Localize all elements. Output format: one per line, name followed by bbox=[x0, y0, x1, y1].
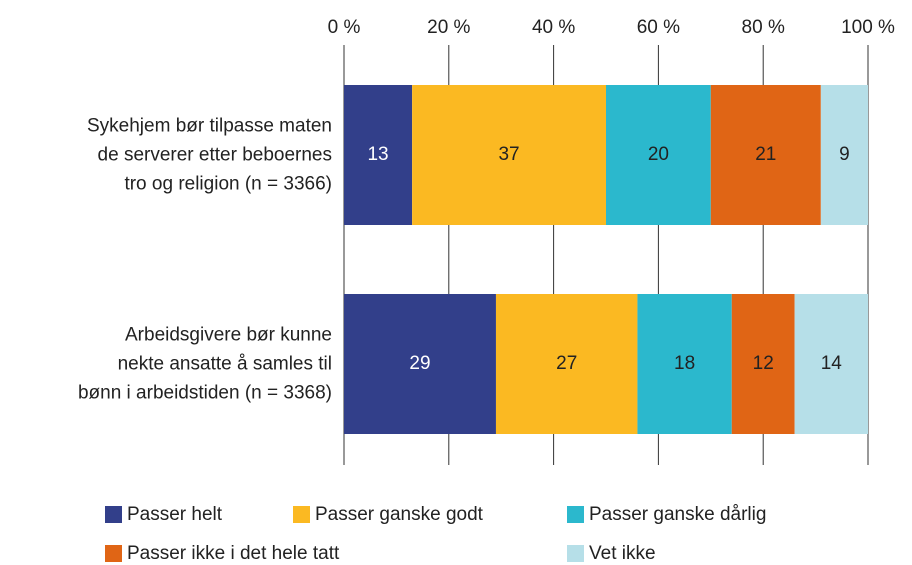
x-tick-label: 60 % bbox=[637, 17, 680, 38]
data-label: 37 bbox=[498, 144, 519, 165]
data-label: 20 bbox=[648, 144, 669, 165]
bar-segment bbox=[794, 294, 868, 434]
bar-segment bbox=[606, 85, 711, 225]
category-label: Sykehjem bør tilpasse maten de serverer … bbox=[87, 115, 332, 195]
x-tick-label: 80 % bbox=[742, 17, 785, 38]
bar-segment bbox=[495, 294, 638, 434]
legend-swatch bbox=[105, 545, 122, 562]
legend-swatch bbox=[293, 506, 310, 523]
bar-segment bbox=[344, 294, 496, 434]
legend-label: Passer ganske dårlig bbox=[589, 504, 766, 525]
legend-label: Passer helt bbox=[127, 504, 223, 525]
data-label: 14 bbox=[821, 353, 843, 374]
bar-segment bbox=[731, 294, 795, 434]
bar-segment bbox=[710, 85, 821, 225]
bar-segment bbox=[820, 85, 868, 225]
legend-label: Vet ikke bbox=[589, 543, 656, 564]
x-tick-label: 100 % bbox=[841, 17, 895, 38]
data-label: 29 bbox=[409, 353, 430, 374]
legend-label: Passer ganske godt bbox=[315, 504, 484, 525]
category-label: Arbeidsgivere bør kunne nekte ansatte å … bbox=[77, 324, 332, 404]
x-tick-label: 40 % bbox=[532, 17, 575, 38]
data-label: 21 bbox=[755, 144, 776, 165]
data-label: 13 bbox=[367, 144, 388, 165]
bar-segment bbox=[344, 85, 413, 225]
legend-swatch bbox=[567, 506, 584, 523]
x-tick-label: 20 % bbox=[427, 17, 470, 38]
data-label: 9 bbox=[839, 144, 850, 165]
data-label: 18 bbox=[674, 353, 695, 374]
data-label: 12 bbox=[753, 353, 774, 374]
legend-swatch bbox=[105, 506, 122, 523]
legend-swatch bbox=[567, 545, 584, 562]
data-label: 27 bbox=[556, 353, 577, 374]
bar-segment bbox=[637, 294, 732, 434]
legend-label: Passer ikke i det hele tatt bbox=[127, 543, 340, 564]
bar-segment bbox=[412, 85, 606, 225]
x-tick-label: 0 % bbox=[328, 17, 361, 38]
